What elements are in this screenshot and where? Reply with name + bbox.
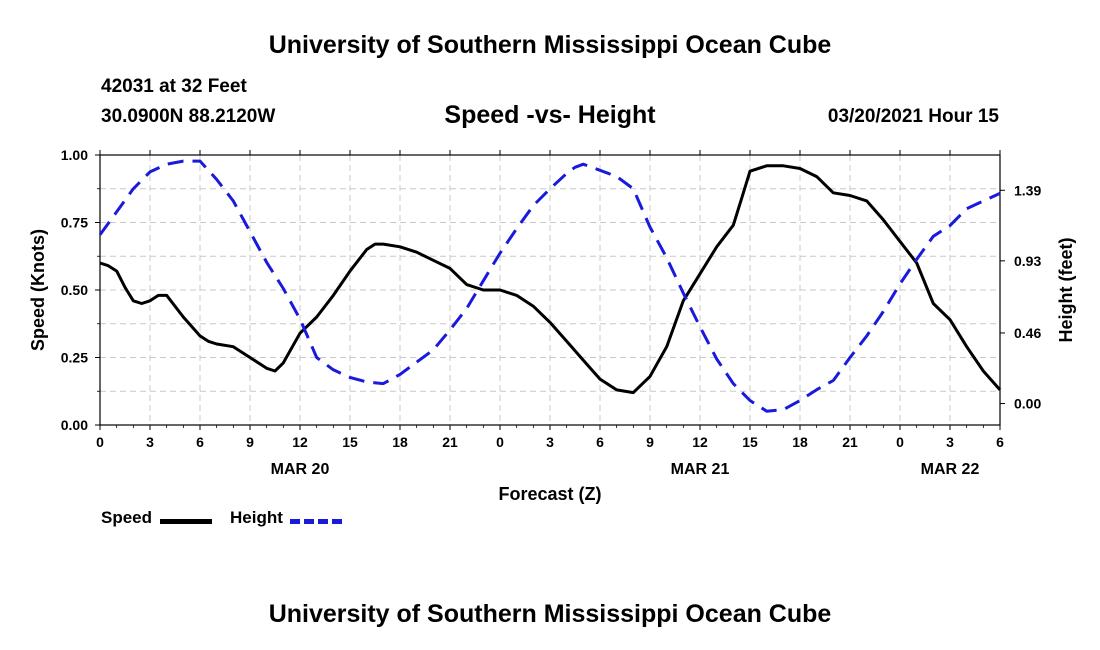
x-date-label: MAR 22 <box>921 461 980 478</box>
footer-title: University of Southern Mississippi Ocean… <box>268 600 832 628</box>
x-tick-label: 3 <box>146 434 154 450</box>
x-date-label: MAR 20 <box>271 461 330 478</box>
y-left-tick-label: 0.00 <box>61 417 88 433</box>
x-tick-label: 12 <box>692 434 708 450</box>
legend-height-swatch <box>290 519 342 524</box>
coordinates-label: 30.0900N 88.2120W <box>101 106 276 127</box>
y-right-tick-label: 0.93 <box>1014 253 1041 269</box>
y-right-tick-label: 0.46 <box>1014 325 1041 341</box>
station-label: 42031 at 32 Feet <box>101 76 247 97</box>
chart-subtitle: Speed -vs- Height <box>444 101 656 129</box>
legend-speed-swatch <box>160 519 212 524</box>
legend-height-label: Height <box>230 508 283 527</box>
x-tick-label: 6 <box>996 434 1004 450</box>
legend-speed-label: Speed <box>101 508 153 527</box>
y-left-tick-label: 0.75 <box>61 215 88 231</box>
datetime-label: 03/20/2021 Hour 15 <box>827 106 999 127</box>
x-tick-label: 21 <box>842 434 858 450</box>
x-tick-label: 12 <box>292 434 308 450</box>
y-right-tick-label: 1.39 <box>1014 182 1041 198</box>
chart-grid <box>100 155 1000 425</box>
x-tick-label: 3 <box>946 434 954 450</box>
y-left-tick-label: 0.25 <box>61 350 88 366</box>
x-tick-label: 0 <box>496 434 504 450</box>
y-right-tick-label: 0.00 <box>1014 396 1041 412</box>
x-tick-label: 9 <box>646 434 654 450</box>
x-tick-label: 0 <box>96 434 104 450</box>
x-tick-label: 0 <box>896 434 904 450</box>
x-axis-title: Forecast (Z) <box>498 484 601 504</box>
x-tick-label: 9 <box>246 434 254 450</box>
x-tick-label: 18 <box>392 434 408 450</box>
y-left-tick-label: 0.50 <box>61 282 88 298</box>
x-tick-label: 3 <box>546 434 554 450</box>
chart-labels: 0 3 6 9 12 15 18 21 0 3 6 9 12 15 18 21 0 3 6 MAR 20 MAR 21 M… <box>28 147 1076 504</box>
x-tick-label: 18 <box>792 434 808 450</box>
y-left-tick-label: 1.00 <box>61 147 88 163</box>
x-tick-label: 15 <box>342 434 358 450</box>
x-tick-label: 6 <box>596 434 604 450</box>
x-tick-label: 21 <box>442 434 458 450</box>
chart-series <box>98 159 1002 413</box>
series-line-speed <box>99 164 1002 395</box>
x-tick-label: 6 <box>196 434 204 450</box>
y-right-axis-title: Height (feet) <box>1056 238 1076 343</box>
x-date-label: MAR 21 <box>671 461 730 478</box>
y-left-axis-title: Speed (Knots) <box>28 229 48 351</box>
x-tick-label: 15 <box>742 434 758 450</box>
series-line-height <box>98 159 1001 413</box>
chart-title: University of Southern Mississippi Ocean… <box>268 31 832 59</box>
chart-axes <box>95 150 1005 430</box>
